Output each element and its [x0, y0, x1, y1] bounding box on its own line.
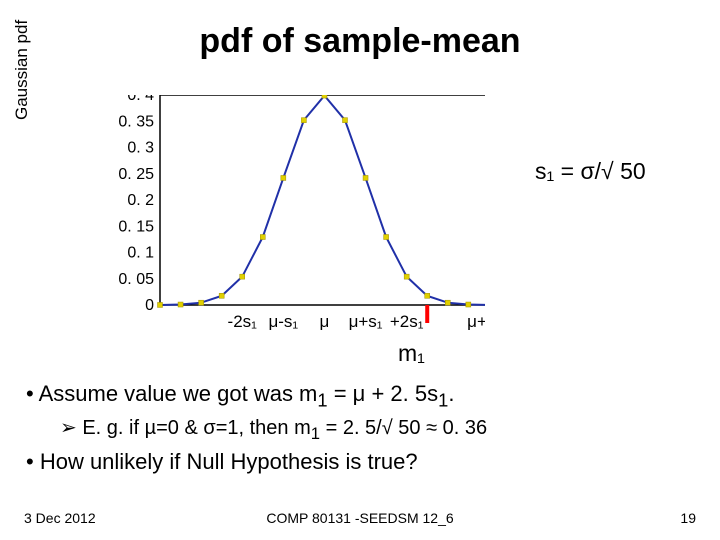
svg-text:0. 2: 0. 2	[127, 192, 154, 209]
m1-label: m₁	[398, 340, 425, 367]
slide-title: pdf of sample-mean	[0, 22, 720, 61]
svg-text:0. 3: 0. 3	[127, 140, 154, 157]
svg-text:0. 25: 0. 25	[118, 166, 154, 183]
svg-text:0. 35: 0. 35	[118, 113, 154, 130]
svg-text:0. 4: 0. 4	[127, 95, 154, 104]
yaxis-label: Gaussian pdf	[12, 20, 32, 120]
svg-text:0. 1: 0. 1	[127, 245, 154, 262]
svg-text:0: 0	[145, 297, 154, 314]
svg-text:0. 05: 0. 05	[118, 271, 154, 288]
svg-text:-2s₁: -2s₁	[228, 312, 258, 331]
bullet-2: • How unlikely if Null Hypothesis is tru…	[26, 446, 700, 478]
arrow-icon: ➢	[60, 417, 82, 439]
svg-text:μ+s₁: μ+s₁	[349, 312, 383, 331]
footer-page-number: 19	[680, 510, 696, 526]
sigma-annotation: s₁ = σ/√ 50	[535, 158, 646, 185]
bullet-1-sub: ➢ E. g. if µ=0 & σ=1, then m1 = 2. 5/√ 5…	[60, 414, 700, 446]
bullet-list: • Assume value we got was m1 = μ + 2. 5s…	[26, 378, 700, 478]
gaussian-chart: 0 0. 05 0. 1 0. 15 0. 2 0. 25 0. 3 0. 35 0. 4 -2s…	[45, 95, 485, 345]
svg-text:0. 15: 0. 15	[118, 218, 154, 235]
footer-course: COMP 80131 -SEEDSM 12_6	[0, 510, 720, 526]
svg-text:μ+4s₁: μ+4s₁	[467, 312, 485, 331]
svg-text:+2s₁: +2s₁	[390, 312, 424, 331]
svg-text:μ: μ	[320, 312, 330, 331]
chart-area: 0 0. 05 0. 1 0. 15 0. 2 0. 25 0. 3 0. 35 0. 4 -2s…	[45, 95, 485, 345]
svg-text:μ-s₁: μ-s₁	[268, 312, 298, 331]
bullet-1: • Assume value we got was m1 = μ + 2. 5s…	[26, 378, 700, 414]
